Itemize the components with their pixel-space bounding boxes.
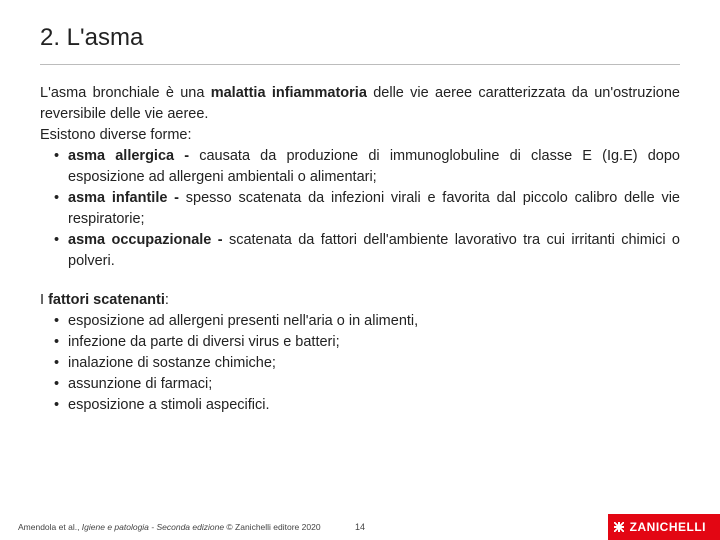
title-divider [40,64,680,65]
intro-paragraph: L'asma bronchiale è una malattia infiamm… [40,83,680,125]
slide-title: 2. L'asma [40,24,680,52]
list-item: esposizione ad allergeni presenti nell'a… [54,311,680,332]
list-item: esposizione a stimoli aspecifici. [54,395,680,416]
list-item: asma infantile - spesso scatenata da inf… [54,188,680,230]
list-item: asma allergica - causata da produzione d… [54,146,680,188]
factors-list: esposizione ad allergeni presenti nell'a… [40,311,680,416]
list-item: inalazione di sostanze chimiche; [54,353,680,374]
factors-intro: I fattori scatenanti: [40,290,680,311]
list-item: infezione da parte di diversi virus e ba… [54,332,680,353]
list-item: asma occupazionale - scatenata da fattor… [54,230,680,272]
list-item: assunzione di farmaci; [54,374,680,395]
forms-list: asma allergica - causata da produzione d… [40,146,680,272]
publisher-logo: ZANICHELLI [608,514,720,540]
footer-citation: Amendola et al., Igiene e patologia - Se… [0,522,608,532]
slide-footer: Amendola et al., Igiene e patologia - Se… [0,514,720,540]
page-number: 14 [355,522,365,532]
body-content: L'asma bronchiale è una malattia infiamm… [40,83,680,416]
forms-intro: Esistono diverse forme: [40,125,680,146]
